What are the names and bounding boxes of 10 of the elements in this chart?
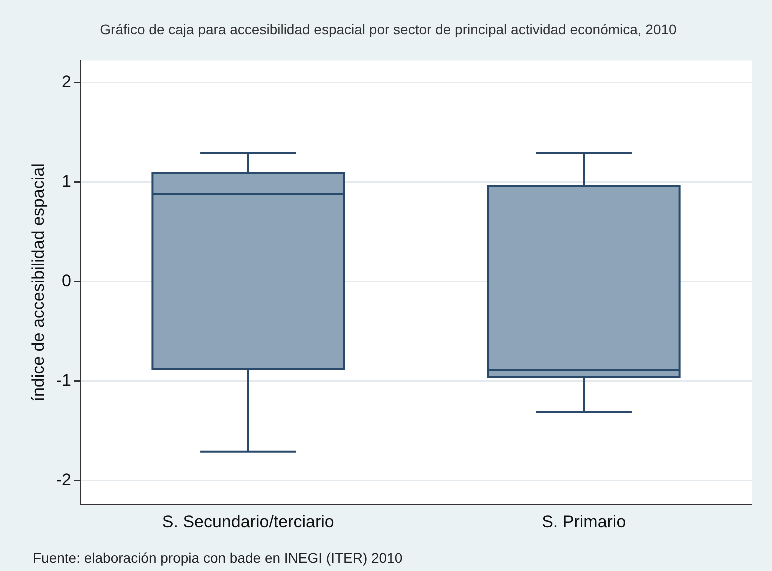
y-tick-label: 1 xyxy=(62,172,72,191)
y-tick-label: -2 xyxy=(56,470,72,490)
x-tick-label: S. Secundario/terciario xyxy=(162,512,334,532)
x-tick-label: S. Primario xyxy=(542,512,626,532)
chart-title: Gráfico de caja para accesibilidad espacial por sector de principal actividad económica, 2010 xyxy=(100,21,678,38)
y-tick-label: -1 xyxy=(56,370,72,390)
source-note: Fuente: elaboración propia con bade en INEGI (ITER) 2010 xyxy=(33,550,403,566)
y-axis-title: índice de accesibilidad espacial xyxy=(28,164,48,402)
y-tick-label: 0 xyxy=(62,271,72,290)
y-tick-label: 2 xyxy=(62,72,72,92)
